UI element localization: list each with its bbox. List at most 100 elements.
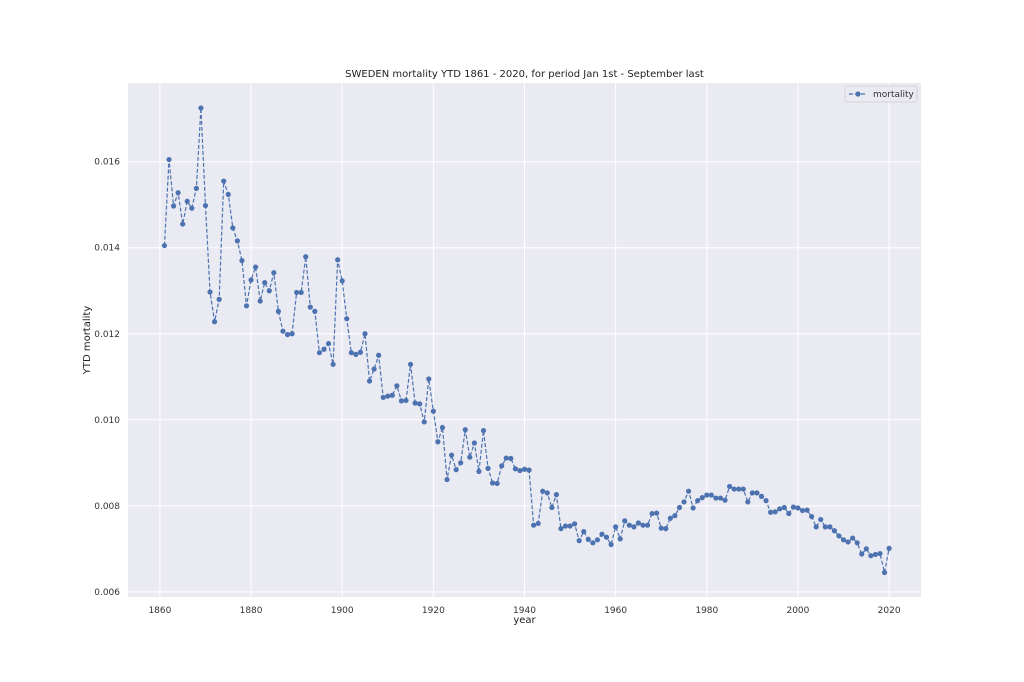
data-point-1861 (161, 242, 168, 249)
data-point-1907 (371, 366, 377, 372)
data-point-1895 (316, 350, 323, 356)
data-point-1912 (394, 383, 400, 389)
data-point-1974 (676, 504, 683, 511)
y-tick-label: 0.010 (94, 416, 120, 426)
data-point-1862 (166, 156, 172, 163)
x-tick-label: 2020 (878, 606, 901, 616)
data-point-1956 (594, 537, 601, 543)
data-point-1986 (731, 486, 737, 492)
data-point-1937 (508, 455, 514, 462)
data-point-2001 (799, 507, 806, 514)
data-point-2017 (872, 551, 879, 558)
data-point-1951 (572, 521, 578, 527)
data-point-1874 (221, 178, 227, 184)
data-point-1916 (412, 400, 418, 406)
y-tick-label: 0.016 (94, 158, 120, 168)
data-point-1913 (398, 398, 405, 404)
data-point-1888 (284, 332, 291, 338)
data-point-1881 (253, 264, 259, 270)
data-point-1971 (663, 526, 669, 532)
legend-marker-swatch (855, 91, 861, 97)
data-point-1973 (672, 513, 678, 519)
data-point-1994 (768, 509, 774, 515)
data-point-1983 (717, 495, 724, 501)
data-point-1868 (193, 185, 199, 191)
data-point-1929 (471, 440, 477, 446)
data-point-1970 (658, 525, 664, 531)
data-point-1911 (389, 392, 395, 398)
series-line-mortality (163, 107, 890, 573)
data-point-1959 (608, 541, 614, 548)
x-tick-label: 1940 (513, 606, 536, 616)
data-point-1932 (485, 465, 491, 471)
data-point-1957 (599, 531, 605, 537)
grid-lines (128, 83, 921, 597)
data-point-2016 (868, 553, 874, 559)
data-point-2013 (854, 540, 860, 546)
data-point-1923 (444, 476, 450, 483)
data-point-1890 (294, 289, 300, 296)
data-point-2009 (836, 533, 842, 539)
y-tick-label: 0.012 (94, 330, 120, 340)
data-point-1864 (175, 190, 181, 196)
data-point-2011 (845, 539, 851, 545)
data-point-1949 (562, 523, 569, 529)
data-point-1955 (590, 540, 596, 546)
data-point-1947 (553, 492, 560, 498)
data-point-1946 (549, 504, 555, 511)
data-point-1876 (230, 225, 236, 231)
data-point-1893 (307, 304, 313, 310)
data-point-1938 (512, 466, 518, 472)
data-point-1931 (480, 427, 487, 434)
x-tick-label: 1980 (695, 606, 718, 616)
data-point-2012 (850, 535, 856, 541)
data-point-1987 (736, 486, 742, 492)
data-point-1919 (426, 376, 432, 382)
data-point-2003 (809, 513, 815, 520)
data-point-1979 (699, 495, 705, 501)
data-point-1865 (180, 221, 186, 227)
x-tick-label: 2000 (786, 606, 809, 616)
data-point-1925 (453, 467, 459, 473)
data-point-1936 (503, 455, 509, 461)
data-point-1976 (685, 488, 692, 494)
data-point-1897 (325, 341, 332, 347)
data-point-1903 (353, 351, 359, 358)
data-point-1873 (216, 296, 222, 302)
data-point-2005 (818, 516, 824, 523)
data-point-1909 (380, 394, 386, 401)
data-point-1870 (202, 202, 209, 209)
data-point-1906 (366, 378, 373, 384)
data-point-1975 (681, 499, 687, 505)
data-point-2004 (813, 524, 819, 530)
data-point-1902 (348, 350, 354, 356)
data-point-1967 (644, 522, 651, 528)
data-point-2019 (881, 569, 888, 576)
data-point-1867 (189, 205, 195, 211)
data-point-2007 (827, 524, 833, 530)
data-point-1945 (544, 490, 550, 496)
data-point-1953 (581, 529, 587, 535)
data-point-1982 (713, 495, 719, 501)
data-point-1926 (458, 460, 464, 466)
data-point-1918 (421, 419, 427, 425)
data-point-1880 (248, 277, 254, 283)
data-point-1892 (303, 254, 309, 260)
data-point-1914 (403, 397, 409, 404)
data-point-2002 (804, 507, 810, 513)
data-point-1882 (257, 298, 263, 304)
data-point-1995 (772, 509, 778, 515)
data-point-1988 (740, 486, 746, 492)
data-point-1908 (376, 352, 382, 358)
x-tick-label: 1960 (604, 606, 627, 616)
data-point-1878 (239, 258, 245, 264)
data-point-1879 (243, 303, 250, 309)
x-tick-label: 1900 (331, 606, 354, 616)
data-point-1927 (462, 427, 468, 433)
data-point-1928 (467, 454, 473, 460)
data-point-1940 (521, 466, 528, 472)
data-point-1904 (357, 349, 364, 355)
data-point-1894 (312, 308, 318, 314)
data-point-1960 (613, 524, 619, 530)
data-point-1993 (763, 498, 769, 504)
